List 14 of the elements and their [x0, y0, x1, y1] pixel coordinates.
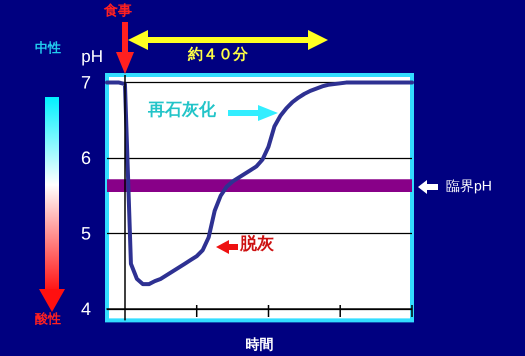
y-tick-label: 4 [80, 299, 91, 320]
line-series [105, 80, 414, 286]
y-axis-title: pH [81, 47, 103, 66]
text: 中性 [35, 41, 61, 56]
y-tick-label: 6 [80, 148, 91, 168]
text: 食事 [104, 3, 132, 19]
text: 約４０分 [188, 45, 248, 63]
text: 酸性 [35, 312, 61, 327]
annotation: 再石灰化 [148, 100, 216, 120]
annotation: 脱灰 [240, 234, 274, 254]
band-label: 臨界pH [446, 178, 492, 194]
y-tick-label: 7 [80, 72, 91, 93]
y-tick-label: 5 [80, 224, 91, 244]
x-axis-title: 時間 [246, 336, 274, 352]
